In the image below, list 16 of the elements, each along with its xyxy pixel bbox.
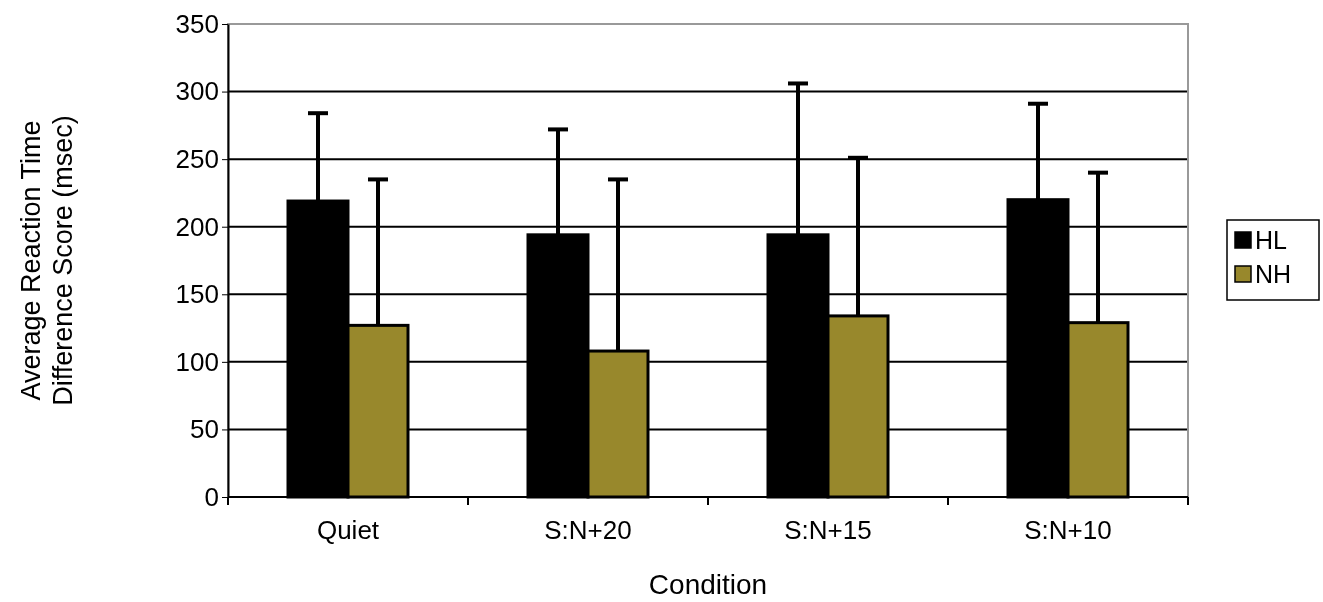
x-axis-title: Condition xyxy=(648,569,768,600)
y-tick-label: 0 xyxy=(204,481,219,512)
y-tick-label: 150 xyxy=(175,279,219,310)
y-tick-label: 100 xyxy=(175,346,219,377)
x-tick-label: S:N+10 xyxy=(1024,515,1112,545)
y-tick-label: 50 xyxy=(190,414,219,445)
x-tick-label: S:N+15 xyxy=(784,515,872,545)
x-tick-label: Quiet xyxy=(316,515,380,545)
x-tick-label: S:N+20 xyxy=(544,515,632,545)
y-tick-label: 350 xyxy=(175,8,219,39)
y-axis-title: Average Reaction Time Difference Score (msec) xyxy=(16,115,78,406)
y-tick-label: 300 xyxy=(175,76,219,107)
y-tick-label: 250 xyxy=(175,143,219,174)
y-tick-label: 200 xyxy=(175,211,219,242)
legend-label: NH xyxy=(1255,260,1292,288)
legend-label: HL xyxy=(1255,226,1288,254)
